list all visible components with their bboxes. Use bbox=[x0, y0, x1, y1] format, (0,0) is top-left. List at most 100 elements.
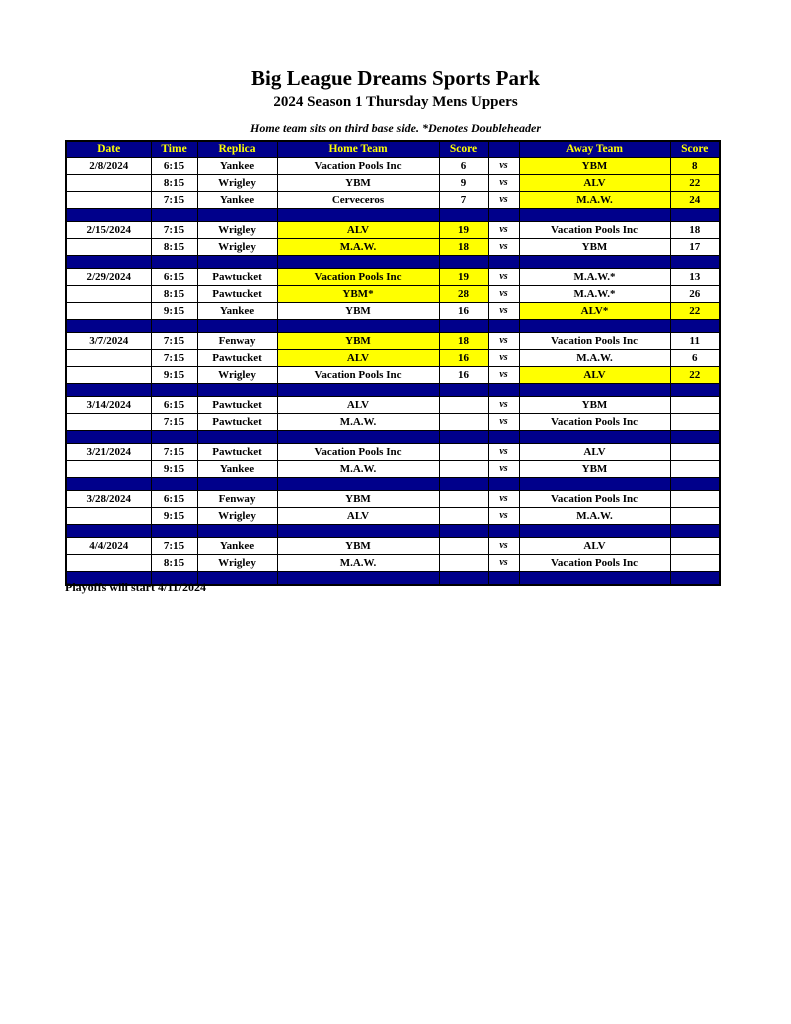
separator-cell bbox=[438, 524, 489, 538]
separator-cell bbox=[276, 571, 440, 586]
separator-cell bbox=[150, 571, 198, 586]
separator-cell bbox=[65, 477, 152, 491]
separator-cell bbox=[518, 319, 671, 333]
separator-cell bbox=[669, 208, 721, 222]
away-team-cell: ALV bbox=[518, 537, 671, 555]
separator-cell bbox=[438, 571, 489, 586]
replica-cell: Wrigley bbox=[196, 174, 278, 192]
separator-cell bbox=[669, 477, 721, 491]
replica-cell: Yankee bbox=[196, 157, 278, 175]
time-cell: 7:15 bbox=[150, 537, 198, 555]
away-team-cell: M.A.W.* bbox=[518, 268, 671, 286]
separator-cell bbox=[669, 255, 721, 269]
game-row: 3/28/2024 6:15 Fenway YBM vs Vacation Pools I… bbox=[65, 490, 721, 508]
time-cell: 9:15 bbox=[150, 366, 198, 384]
away-score-cell: 17 bbox=[669, 238, 721, 256]
home-team-cell: YBM bbox=[276, 490, 440, 508]
separator-cell bbox=[196, 319, 278, 333]
separator-cell bbox=[65, 571, 152, 586]
away-score-cell: 22 bbox=[669, 174, 721, 192]
vs-cell: vs bbox=[487, 302, 520, 320]
replica-cell: Wrigley bbox=[196, 366, 278, 384]
away-score-cell bbox=[669, 490, 721, 508]
separator-cell bbox=[276, 477, 440, 491]
replica-cell: Wrigley bbox=[196, 554, 278, 572]
separator-row bbox=[65, 255, 721, 269]
vs-cell: vs bbox=[487, 507, 520, 525]
vs-cell: vs bbox=[487, 285, 520, 303]
home-team-cell: YBM bbox=[276, 537, 440, 555]
game-row: 8:15 Wrigley YBM 9 vs ALV 22 bbox=[65, 174, 721, 192]
home-team-cell: ALV bbox=[276, 221, 440, 239]
home-score-cell: 6 bbox=[438, 157, 489, 175]
replica-cell: Yankee bbox=[196, 460, 278, 478]
separator-cell bbox=[669, 524, 721, 538]
date-cell: 2/8/2024 bbox=[65, 157, 152, 175]
col-header-replica: Replica bbox=[196, 140, 278, 158]
separator-cell bbox=[150, 477, 198, 491]
away-score-cell: 8 bbox=[669, 157, 721, 175]
separator-row bbox=[65, 319, 721, 333]
away-team-cell: ALV* bbox=[518, 302, 671, 320]
separator-cell bbox=[276, 255, 440, 269]
away-score-cell bbox=[669, 554, 721, 572]
away-team-cell: YBM bbox=[518, 396, 671, 414]
away-score-cell bbox=[669, 413, 721, 431]
away-score-cell: 18 bbox=[669, 221, 721, 239]
separator-cell bbox=[487, 383, 520, 397]
separator-cell bbox=[669, 383, 721, 397]
home-team-cell: Vacation Pools Inc bbox=[276, 157, 440, 175]
time-cell: 7:15 bbox=[150, 443, 198, 461]
vs-cell: vs bbox=[487, 349, 520, 367]
away-score-cell bbox=[669, 460, 721, 478]
away-team-cell: M.A.W. bbox=[518, 349, 671, 367]
away-team-cell: Vacation Pools Inc bbox=[518, 413, 671, 431]
page-subtitle: 2024 Season 1 Thursday Mens Uppers bbox=[273, 94, 518, 110]
home-score-cell: 28 bbox=[438, 285, 489, 303]
time-cell: 7:15 bbox=[150, 413, 198, 431]
home-score-cell: 19 bbox=[438, 268, 489, 286]
date-cell bbox=[65, 285, 152, 303]
home-team-note: Home team sits on third base side. *Deno… bbox=[250, 121, 541, 135]
separator-row bbox=[65, 430, 721, 444]
home-score-cell: 16 bbox=[438, 366, 489, 384]
separator-cell bbox=[438, 383, 489, 397]
game-row: 7:15 Pawtucket M.A.W. vs Vacation Pools Inc bbox=[65, 413, 721, 431]
replica-cell: Pawtucket bbox=[196, 268, 278, 286]
away-team-cell: Vacation Pools Inc bbox=[518, 332, 671, 350]
date-cell: 3/21/2024 bbox=[65, 443, 152, 461]
time-cell: 7:15 bbox=[150, 332, 198, 350]
col-header-home-team: Home Team bbox=[276, 140, 440, 158]
home-team-cell: M.A.W. bbox=[276, 238, 440, 256]
separator-cell bbox=[196, 208, 278, 222]
game-row: 8:15 Pawtucket YBM* 28 vs M.A.W.* 26 bbox=[65, 285, 721, 303]
time-cell: 7:15 bbox=[150, 191, 198, 209]
replica-cell: Pawtucket bbox=[196, 443, 278, 461]
game-row: 2/29/2024 6:15 Pawtucket Vacation Pools Inc… bbox=[65, 268, 721, 286]
away-team-cell: ALV bbox=[518, 366, 671, 384]
separator-cell bbox=[487, 524, 520, 538]
home-team-cell: YBM bbox=[276, 302, 440, 320]
away-team-cell: YBM bbox=[518, 460, 671, 478]
time-cell: 8:15 bbox=[150, 554, 198, 572]
separator-row bbox=[65, 383, 721, 397]
away-team-cell: M.A.W. bbox=[518, 191, 671, 209]
playoffs-note: Playoffs will start 4/11/2024 bbox=[65, 580, 206, 594]
date-cell: 4/4/2024 bbox=[65, 537, 152, 555]
col-header-away-team: Away Team bbox=[518, 140, 671, 158]
home-score-cell bbox=[438, 413, 489, 431]
home-team-cell: M.A.W. bbox=[276, 460, 440, 478]
away-score-cell bbox=[669, 507, 721, 525]
home-score-cell: 16 bbox=[438, 302, 489, 320]
game-row: 7:15 Pawtucket ALV 16 vs M.A.W. 6 bbox=[65, 349, 721, 367]
separator-cell bbox=[196, 430, 278, 444]
home-score-cell bbox=[438, 460, 489, 478]
time-cell: 7:15 bbox=[150, 349, 198, 367]
separator-cell bbox=[438, 255, 489, 269]
game-row: 3/14/2024 6:15 Pawtucket ALV vs YBM bbox=[65, 396, 721, 414]
time-cell: 8:15 bbox=[150, 238, 198, 256]
replica-cell: Pawtucket bbox=[196, 285, 278, 303]
date-cell: 3/14/2024 bbox=[65, 396, 152, 414]
date-cell: 2/15/2024 bbox=[65, 221, 152, 239]
